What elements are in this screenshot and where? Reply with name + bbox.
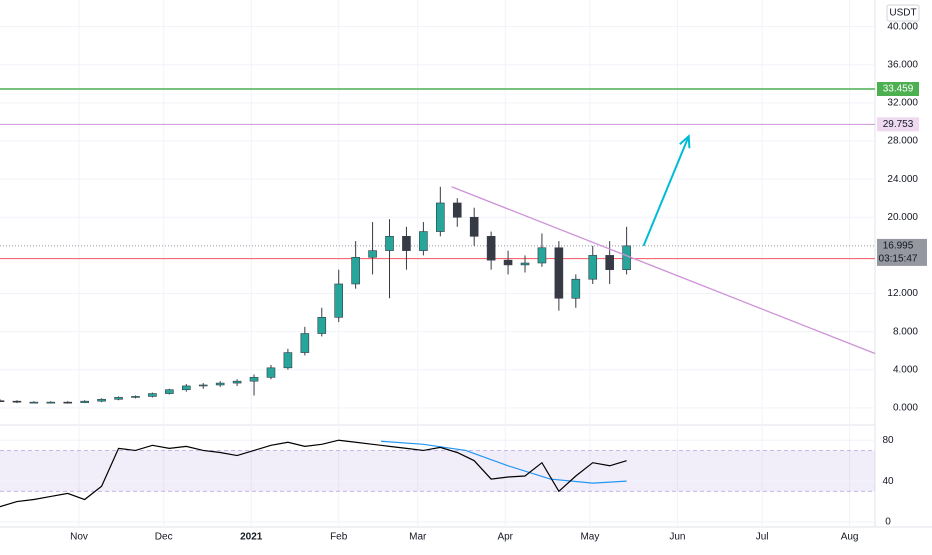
candle-body [368,250,377,258]
candle-body [317,317,327,334]
candle-body [114,397,123,400]
candle-body [351,256,360,285]
candle-body [232,380,242,384]
candle-body [334,283,344,318]
x-tick-label: May [580,532,599,543]
candle-body [436,202,445,232]
indicator-tick-label: 80 [882,435,894,446]
candle-body [0,400,5,403]
candle-body [300,333,310,353]
candle-body [29,401,39,404]
x-tick-label: Jul [756,532,769,543]
candle-body [266,367,276,378]
indicator-band [0,450,875,492]
x-tick-label: Dec [155,532,173,543]
candle-body [12,400,22,403]
x-tick-label: Mar [409,532,427,543]
candle-body [419,231,428,251]
countdown: 03:15:47 [879,254,918,265]
y-tick-label: 8.000 [893,326,918,337]
candle-body [249,377,259,382]
candle-body [452,202,462,218]
candle-body [385,236,394,251]
candle-body [605,255,614,270]
level-label-box [877,82,919,97]
y-tick-label: 36.000 [887,59,918,70]
y-tick-label: 12.000 [887,288,918,299]
indicator-line [0,439,627,508]
indicator-tick-label: 0 [885,517,891,528]
currency-box [886,4,920,22]
candle-body [537,247,547,264]
candle-body [469,216,479,237]
candle-body [80,400,89,403]
candle-body [503,259,513,266]
last-price-box [877,238,927,266]
candle-body [181,385,191,391]
candle-body [571,278,581,299]
y-tick-label: 32.000 [887,98,918,109]
level-label: 29.753 [883,119,914,130]
candle-body [97,398,106,402]
y-tick-label: 24.000 [887,174,918,185]
candle-body [198,384,208,387]
candle-body [283,352,293,369]
y-tick-label: 4.000 [893,364,918,375]
trendline [451,186,876,355]
arrow-head [679,134,691,149]
candle-body [148,393,157,397]
x-tick-label: Apr [497,532,513,543]
x-tick-label: 2021 [240,532,263,543]
candle-body [622,245,631,270]
y-tick-label: 40.000 [887,21,918,32]
indicator-ma-line [381,440,627,484]
candle-body [554,247,564,299]
candle-body [486,236,496,261]
candle-body [588,255,598,280]
candle-body [46,401,56,404]
candle-body [165,389,174,394]
y-tick-label: 20.000 [887,212,918,223]
indicator-tick-label: 40 [882,476,894,487]
x-tick-label: Feb [330,532,348,543]
y-tick-label: 0.000 [893,402,918,413]
y-tick-label: 28.000 [887,136,918,147]
x-tick-label: Nov [70,532,88,543]
level-label-box [877,117,919,132]
candle-body [131,396,140,398]
candle-body [520,262,530,266]
last-price-label: 16.995 [883,241,914,252]
x-tick-label: Jun [669,532,685,543]
arrow [642,135,690,247]
level-label: 33.459 [883,84,914,95]
candle-body [402,236,411,251]
currency: USDT [889,8,916,19]
x-tick-label: Aug [841,532,859,543]
candle-body [63,401,73,404]
candle-body [215,382,225,386]
